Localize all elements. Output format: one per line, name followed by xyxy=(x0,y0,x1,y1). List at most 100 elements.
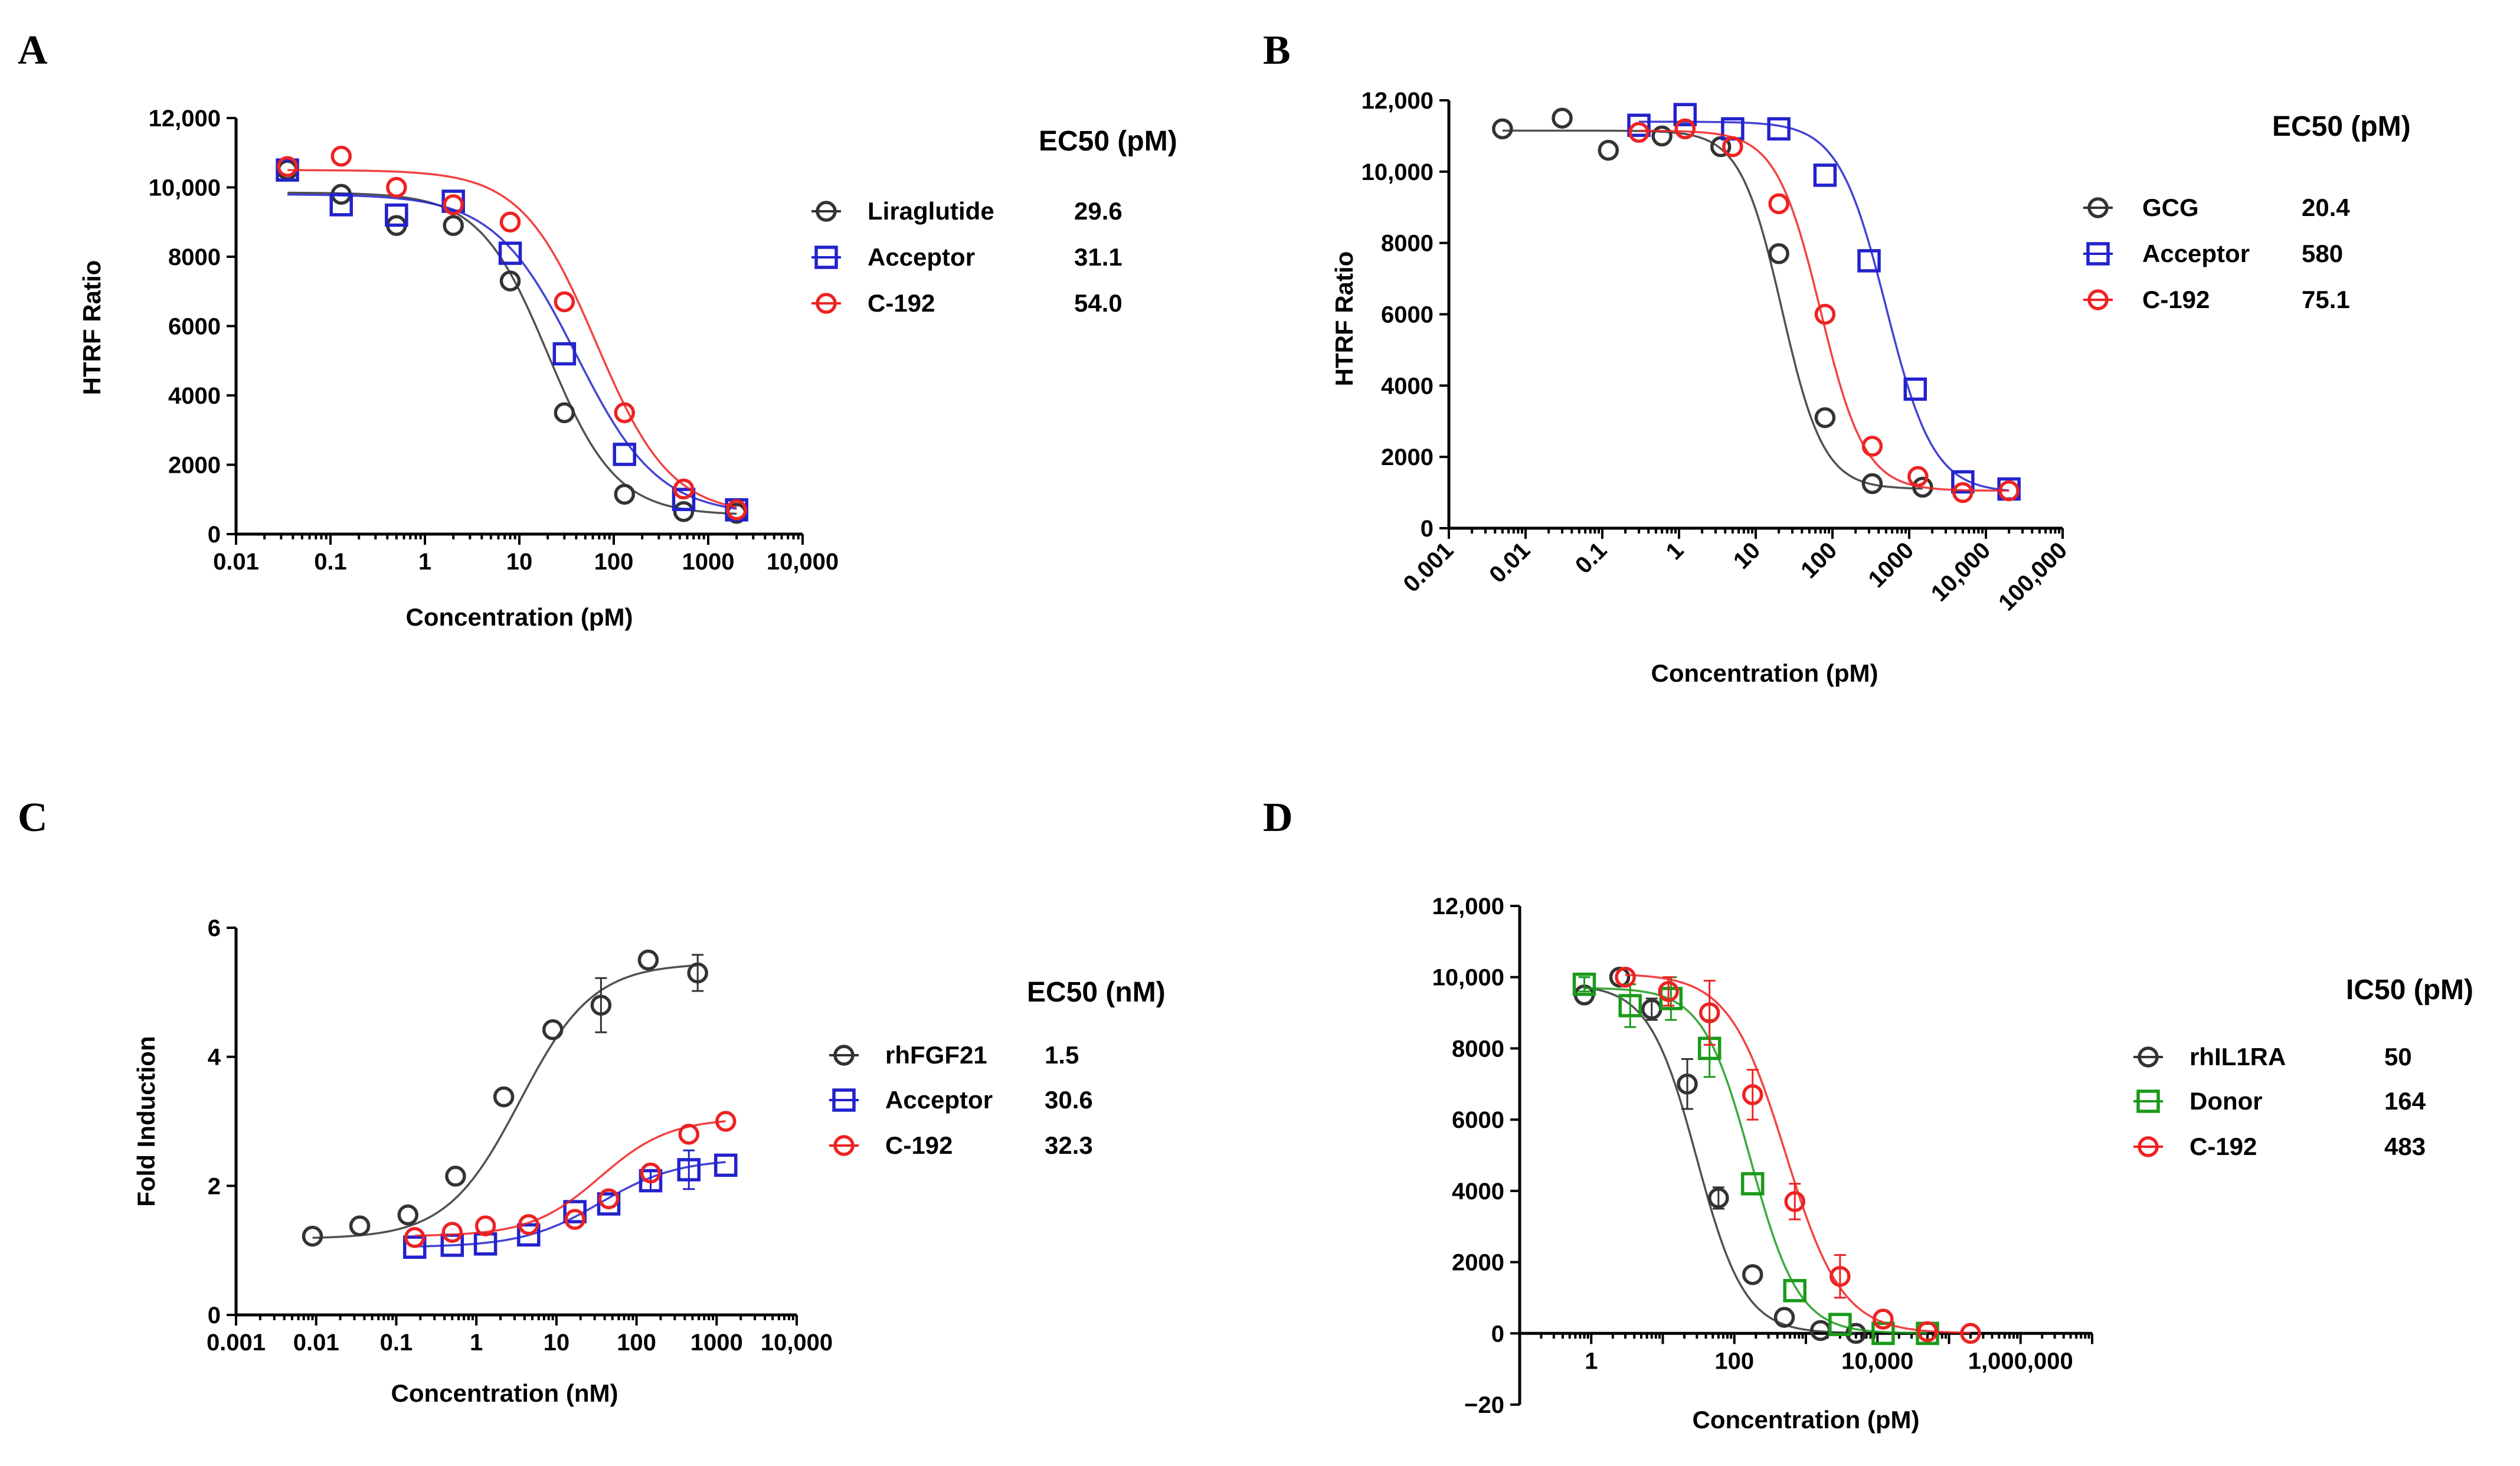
data-point xyxy=(672,487,696,511)
data-point xyxy=(1998,480,2020,502)
legend-ec50-value: 30.6 xyxy=(1045,1086,1093,1114)
data-point xyxy=(726,499,747,521)
data-point xyxy=(1618,994,1642,1017)
data-point xyxy=(441,189,465,213)
legend-marker xyxy=(833,1045,855,1066)
legend-marker xyxy=(814,246,838,269)
legend-marker xyxy=(2087,197,2109,218)
fit-curve xyxy=(312,964,698,1239)
data-point xyxy=(714,1153,738,1177)
data-point xyxy=(1674,118,1696,140)
y-tick-label: 10,000 xyxy=(1432,965,1504,991)
x-tick-label: 100,000 xyxy=(1994,537,2072,616)
legend-ec50-value: 29.6 xyxy=(1074,197,1122,225)
legend-ec50-value: 164 xyxy=(2384,1087,2426,1115)
x-axis-title: Concentration (nM) xyxy=(391,1379,618,1407)
legend-ec50-value: 20.4 xyxy=(2302,194,2350,221)
data-point xyxy=(1492,118,1513,140)
panel-label: A xyxy=(18,28,48,73)
data-point xyxy=(563,1200,587,1223)
data-point xyxy=(554,402,575,424)
panel-b: B 0 2000 4000 6000 8000 10,000 12,000 0.001 0.01 0… xyxy=(1263,28,2411,687)
series-c-192 xyxy=(277,145,747,521)
data-point xyxy=(673,501,695,522)
y-tick-label: 0 xyxy=(208,522,221,548)
fit-curve xyxy=(414,1161,726,1248)
panel-a: A 0 2000 4000 6000 8000 10,000 12,000 0.01 0.1 1 10… xyxy=(18,28,1177,631)
x-tick-label: 0.001 xyxy=(207,1330,266,1356)
legend: IC50 (pM) rhIL1RA 50 Donor 164 C-192 483 xyxy=(2133,974,2473,1160)
data-point xyxy=(402,1235,427,1259)
y-tick-label: 4000 xyxy=(1452,1179,1504,1205)
data-point xyxy=(1784,1191,1805,1212)
panel-d: D −20 0 2000 4000 6000 8000 10,000 12,000 1 100 10,… xyxy=(1263,795,2473,1434)
data-point xyxy=(1598,139,1619,161)
series-acceptor xyxy=(1627,103,2021,501)
x-tick-label: 100 xyxy=(594,549,634,575)
legend-title: EC50 (pM) xyxy=(2272,111,2411,142)
legend-ec50-value: 75.1 xyxy=(2302,286,2350,313)
series-rhfgf21 xyxy=(302,949,708,1247)
data-point xyxy=(1677,1074,1698,1095)
data-point xyxy=(1627,113,1651,138)
legend-series-name: Acceptor xyxy=(885,1086,993,1114)
legend-series-name: Acceptor xyxy=(868,243,975,271)
legend-ec50-value: 31.1 xyxy=(1074,243,1122,271)
data-point xyxy=(277,156,298,177)
legend-title: IC50 (pM) xyxy=(2346,974,2473,1006)
data-point xyxy=(678,1124,699,1145)
data-point xyxy=(677,1158,701,1182)
fit-curve xyxy=(414,1120,726,1237)
x-tick-label: 10,000 xyxy=(1841,1348,1913,1374)
data-point xyxy=(552,342,577,366)
y-tick-label: 8000 xyxy=(1452,1036,1504,1062)
y-tick-label: 10,000 xyxy=(149,175,221,201)
y-tick-label: 0 xyxy=(1491,1321,1504,1347)
fit-curve xyxy=(1639,120,2010,492)
series-rhil1ra xyxy=(1573,966,1867,1344)
legend-marker xyxy=(832,1088,856,1112)
x-tick-label: 0.1 xyxy=(380,1330,413,1356)
fit-curve xyxy=(1584,987,1927,1334)
legend-series-name: rhFGF21 xyxy=(885,1041,987,1069)
x-tick-label: 100 xyxy=(1796,537,1842,583)
x-tick-label: 0.01 xyxy=(293,1330,339,1356)
data-point xyxy=(687,962,708,984)
y-tick-label: 4000 xyxy=(168,383,221,409)
y-tick-label: 12,000 xyxy=(1362,88,1434,114)
legend-ec50-value: 54.0 xyxy=(1074,289,1122,317)
data-point xyxy=(597,1192,621,1216)
data-point xyxy=(386,176,407,198)
x-tick-label: 1 xyxy=(418,549,431,575)
data-point xyxy=(441,1222,463,1243)
data-point xyxy=(1768,243,1789,264)
legend-series-name: C-192 xyxy=(868,289,935,317)
y-tick-label: −20 xyxy=(1464,1392,1504,1418)
x-tick-label: 1 xyxy=(470,1330,483,1356)
fit-curve xyxy=(1502,129,1923,490)
data-point xyxy=(1814,407,1836,428)
data-point xyxy=(1828,1313,1852,1336)
data-point xyxy=(1572,973,1596,996)
data-point xyxy=(349,1215,371,1236)
legend-marker xyxy=(2138,1046,2159,1068)
y-axis-title: Fold Induction xyxy=(132,1036,160,1206)
data-point xyxy=(614,402,635,424)
fit-curve xyxy=(287,193,737,510)
data-point xyxy=(1912,476,1933,498)
data-point xyxy=(614,483,635,505)
data-point xyxy=(1708,1187,1729,1209)
legend-marker xyxy=(833,1135,855,1156)
x-tick-label: 1 xyxy=(1661,537,1689,565)
y-tick-label: 2000 xyxy=(168,453,221,479)
data-point xyxy=(1951,470,1975,494)
data-point xyxy=(1767,117,1791,141)
data-point xyxy=(1814,303,1836,325)
y-tick-label: 0 xyxy=(1421,516,1434,542)
x-tick-label: 0.1 xyxy=(1570,537,1612,578)
legend-series-name: GCG xyxy=(2142,194,2199,221)
data-point xyxy=(637,949,659,971)
data-point xyxy=(1861,436,1883,457)
x-tick-label: 10 xyxy=(506,549,533,575)
